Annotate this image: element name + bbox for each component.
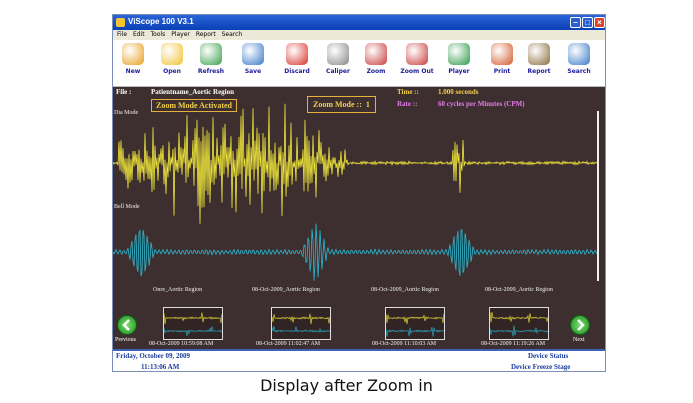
- thumbnail-dia-waveform: [385, 313, 445, 324]
- toolbar-label: Caliper: [326, 68, 350, 75]
- discard-icon: [286, 43, 308, 65]
- rate-label: Rate ::: [397, 100, 418, 108]
- toolbar-button-discard[interactable]: Discard: [279, 43, 315, 85]
- new-user-icon: [122, 43, 144, 65]
- toolbar-label: Zoom: [366, 68, 386, 75]
- waveform-svg: [113, 103, 598, 281]
- report-icon: [528, 43, 550, 65]
- toolbar-button-report[interactable]: Report: [521, 43, 557, 85]
- toolbar-label: Open: [163, 68, 181, 75]
- thumbnail-dia-waveform: [163, 312, 223, 325]
- time-label: Time ::: [397, 88, 419, 96]
- toolbar-button-zoom[interactable]: Zoom: [358, 43, 394, 85]
- thumbnail-dia-waveform: [489, 312, 549, 323]
- thumbnail-bell-waveform: [385, 327, 445, 337]
- recording-thumbnail[interactable]: [163, 307, 223, 340]
- status-date: Friday, October 09, 2009: [116, 352, 190, 360]
- thumbnail-bell-waveform: [163, 326, 223, 336]
- toolbar-label: Refresh: [197, 68, 225, 75]
- toolbar-button-zoom-out[interactable]: Zoom Out: [399, 43, 435, 85]
- bell-mode-waveform: [113, 223, 598, 281]
- save-icon: [242, 43, 264, 65]
- recording-date: 08-Oct-2009 11:02:47 AM: [256, 341, 321, 347]
- previous-label: Previous: [115, 337, 136, 343]
- toolbar-label: Discard: [284, 68, 310, 75]
- menu-bar: File Edit Tools Player Report Search: [113, 30, 605, 40]
- zoom-in-icon: [365, 43, 387, 65]
- menu-edit[interactable]: Edit: [132, 31, 145, 38]
- app-icon: [116, 18, 125, 27]
- dia-mode-label: Dia Mode: [114, 110, 139, 116]
- caliper-icon: [327, 43, 349, 65]
- file-value: Patientname_Aortic Region: [151, 88, 235, 96]
- toolbar-button-search[interactable]: Search: [561, 43, 597, 85]
- open-folder-icon: [161, 43, 183, 65]
- toolbar-label: Report: [527, 68, 551, 75]
- toolbar: New Open Refresh Save Discard Caliper Zoom Zoom…: [113, 40, 605, 87]
- next-button[interactable]: [570, 315, 590, 335]
- recording-date: 08-Oct-2009 11:10:03 AM: [372, 341, 437, 347]
- player-icon: [448, 43, 470, 65]
- arrow-left-icon: [122, 319, 130, 331]
- recordings-strip: Previous Next Onre_Aortic Region 08-Oct-…: [113, 287, 605, 349]
- maximize-button[interactable]: □: [582, 17, 593, 28]
- menu-report[interactable]: Report: [195, 31, 216, 38]
- toolbar-button-open[interactable]: Open: [154, 43, 190, 85]
- app-window: ViScope 100 V3.1 – □ × File Edit Tools P…: [112, 14, 606, 372]
- recording-date: 08-Oct-2009 10:59:08 AM: [149, 341, 214, 347]
- bell-mode-label: Bell Mode: [114, 204, 140, 210]
- recording-thumbnail[interactable]: [271, 307, 331, 340]
- device-status-label: Device Status: [528, 352, 569, 360]
- recording-title: 08-Oct-2009_Aortic Region: [485, 287, 553, 293]
- zoom-mode-indicator: Zoom Mode :: 1: [307, 96, 376, 113]
- toolbar-label: Player: [448, 68, 470, 75]
- toolbar-button-player[interactable]: Player: [441, 43, 477, 85]
- cursor-line: [597, 111, 599, 281]
- figure-caption: Display after Zoom in: [260, 376, 433, 395]
- waveform-display: File : Patientname_Aortic Region Time ::…: [113, 87, 605, 287]
- rate-value: 60 cycles per Minutes (CPM): [438, 100, 525, 108]
- toolbar-button-print[interactable]: Print: [484, 43, 520, 85]
- close-button[interactable]: ×: [594, 17, 605, 28]
- status-bar: Friday, October 09, 2009 11:13:06 AM Dev…: [113, 349, 605, 371]
- device-state: Device Freeze Stage: [511, 363, 571, 371]
- previous-button[interactable]: [117, 315, 137, 335]
- thumbnail-bell-waveform: [271, 326, 331, 333]
- thumbnail-bell-waveform: [489, 325, 549, 337]
- recording-thumbnail[interactable]: [489, 307, 549, 340]
- toolbar-label: Zoom Out: [400, 68, 434, 75]
- zoom-out-icon: [406, 43, 428, 65]
- toolbar-button-save[interactable]: Save: [235, 43, 271, 85]
- dia-mode-waveform: [113, 103, 598, 224]
- toolbar-button-new[interactable]: New: [115, 43, 151, 85]
- thumbnail-dia-waveform: [271, 313, 331, 325]
- search-icon: [568, 43, 590, 65]
- toolbar-button-refresh[interactable]: Refresh: [193, 43, 229, 85]
- toolbar-label: New: [125, 68, 141, 75]
- arrow-right-icon: [577, 319, 585, 331]
- menu-player[interactable]: Player: [171, 31, 190, 38]
- time-value: 1.000 seconds: [438, 88, 479, 96]
- zoom-activated-label: Zoom Mode Activated: [151, 99, 237, 112]
- recording-date: 08-Oct-2009 11:19:26 AM: [481, 341, 546, 347]
- recording-title: 08-Oct-2009_Aortic Region: [371, 287, 439, 293]
- next-label: Next: [573, 337, 585, 343]
- print-icon: [491, 43, 513, 65]
- file-label: File :: [116, 88, 132, 96]
- toolbar-label: Print: [493, 68, 511, 75]
- window-title: ViScope 100 V3.1: [128, 17, 194, 26]
- refresh-icon: [200, 43, 222, 65]
- recording-title: 08-Oct-2009_Aortic Region: [252, 287, 320, 293]
- toolbar-button-caliper[interactable]: Caliper: [320, 43, 356, 85]
- toolbar-label: Search: [567, 68, 591, 75]
- menu-search[interactable]: Search: [221, 31, 243, 38]
- recording-thumbnail[interactable]: [385, 307, 445, 340]
- menu-file[interactable]: File: [117, 31, 128, 38]
- menu-tools[interactable]: Tools: [150, 31, 166, 38]
- toolbar-label: Save: [244, 68, 262, 75]
- status-time: 11:13:06 AM: [141, 363, 180, 371]
- recording-title: Onre_Aortic Region: [153, 287, 203, 293]
- title-bar: ViScope 100 V3.1 – □ ×: [113, 15, 605, 30]
- minimize-button[interactable]: –: [570, 17, 581, 28]
